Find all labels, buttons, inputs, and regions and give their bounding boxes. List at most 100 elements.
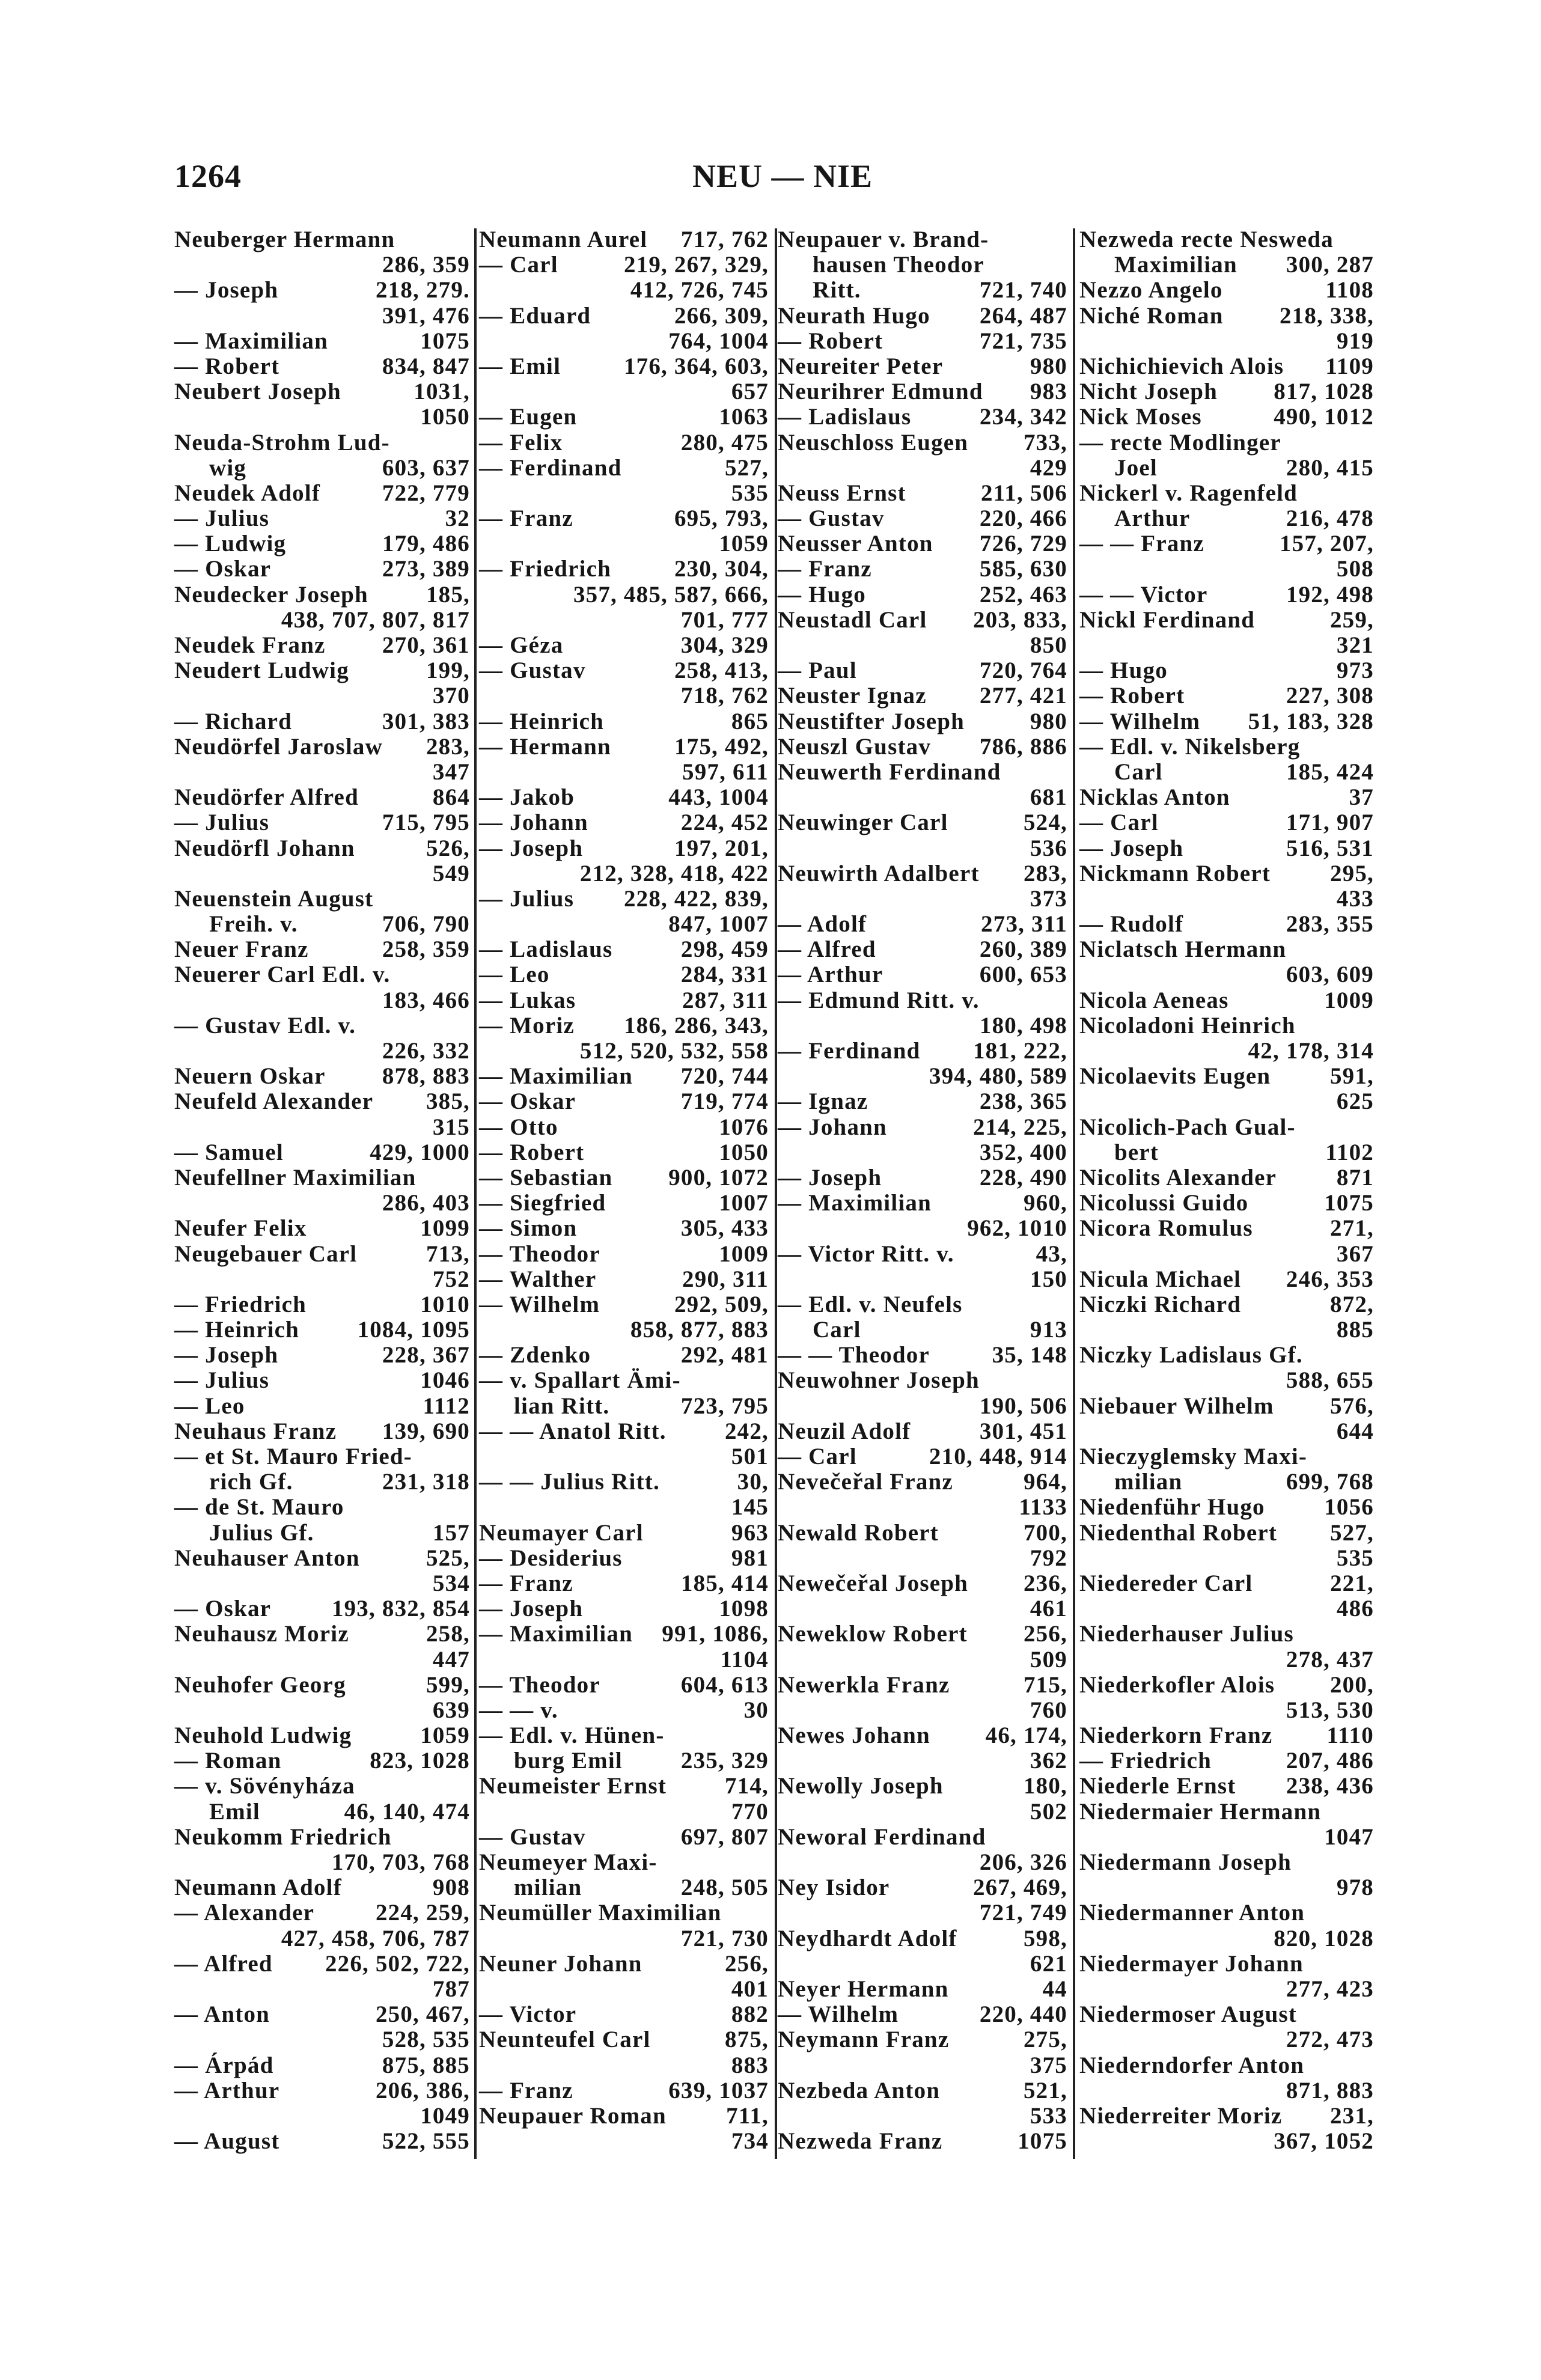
- entry-name: — Joseph: [479, 1596, 584, 1622]
- index-entry-line: 391, 476: [174, 303, 470, 329]
- entry-pages: 292, 481: [680, 1342, 769, 1368]
- entry-name: Neuberger Hermann: [174, 227, 395, 252]
- entry-pages: 699, 768: [1286, 1469, 1374, 1495]
- index-column-3: Neupauer v. Brand-hausen Theodor Ritt. 721…: [778, 227, 1067, 2154]
- entry-name: Carl: [1114, 758, 1163, 785]
- index-entry-line: — Richard 301, 383: [174, 709, 470, 734]
- index-entry-line: — Zdenko 292, 481: [479, 1343, 769, 1368]
- entry-pages: 823, 1028: [370, 1748, 470, 1774]
- index-entry-line: Nicoladoni Heinrich: [1079, 1013, 1374, 1039]
- entry-name: — Paul: [778, 658, 857, 684]
- index-entry-line: Nickl Ferdinand 259,: [1079, 607, 1374, 633]
- entry-name: milian: [1114, 1469, 1183, 1495]
- entry-pages: 280, 415: [1286, 454, 1374, 481]
- index-entry-line: milian 248, 505: [479, 1875, 769, 1900]
- entry-name: Neumüller Maximilian: [479, 1900, 722, 1926]
- index-entry-line: — Hugo 973: [1079, 658, 1374, 683]
- entry-name: Nezweda Franz: [778, 2128, 943, 2155]
- index-entry-line: Nickerl v. Ragenfeld: [1079, 480, 1374, 506]
- entry-name: Neumeister Ernst: [479, 1773, 667, 1799]
- entry-name: — Alexander: [174, 1900, 315, 1926]
- index-entry-line: 549: [174, 861, 470, 886]
- index-entry-line: Newes Johann 46, 174,: [778, 1722, 1067, 1749]
- index-entry-line: Niederreiter Moriz 231,: [1079, 2103, 1374, 2129]
- entry-pages: 521,: [1023, 2077, 1067, 2104]
- entry-pages: 878, 883: [382, 1063, 470, 1090]
- entry-pages: 981: [731, 1545, 769, 1571]
- entry-pages: 715,: [1023, 1671, 1067, 1698]
- index-entry-line: 145: [479, 1495, 769, 1520]
- entry-pages: 1009: [1324, 987, 1374, 1013]
- index-entry-line: — Robert 834, 847: [174, 353, 470, 379]
- index-entry-line: Neureiter Peter 980: [778, 353, 1067, 379]
- entry-pages: 185, 414: [680, 1570, 769, 1596]
- index-entry-line: Niczky Ladislaus Gf.: [1079, 1343, 1374, 1368]
- entry-name: Nicolaevits Eugen: [1079, 1063, 1271, 1090]
- entry-pages: 964,: [1023, 1469, 1067, 1495]
- entry-pages: 576,: [1329, 1393, 1374, 1419]
- entry-name: Newes Johann: [778, 1722, 930, 1749]
- entry-name: Neupauer Roman: [479, 2102, 667, 2129]
- entry-pages: 273, 311: [981, 911, 1067, 938]
- entry-pages: 211, 506: [981, 480, 1067, 506]
- index-entry-line: — v. Sövényháza: [174, 1774, 470, 1799]
- entry-pages: 697, 807: [680, 1823, 769, 1850]
- entry-name: Neuhofer Georg: [174, 1671, 346, 1698]
- index-entry-line: — Carl 219, 267, 329,: [479, 252, 769, 278]
- entry-pages: 228, 490: [979, 1164, 1067, 1191]
- index-entry-line: rich Gf. 231, 318: [174, 1469, 470, 1495]
- index-entry-line: 277, 423: [1079, 1976, 1374, 2002]
- entry-pages: 1059: [719, 531, 769, 557]
- entry-pages: 32: [445, 505, 470, 532]
- entry-name: — Siegfried: [479, 1190, 606, 1216]
- index-entry-line: — Árpád 875, 885: [174, 2052, 470, 2078]
- entry-name: — Edl. v. Hünen-: [479, 1722, 665, 1749]
- index-entry-line: Newald Robert 700,: [778, 1520, 1067, 1546]
- entry-name: Neuern Oskar: [174, 1063, 326, 1090]
- entry-name: Maximilian: [1114, 252, 1237, 278]
- entry-name: Neuda-Strohm Lud-: [174, 429, 390, 456]
- entry-pages: 42, 178, 314: [1248, 1038, 1374, 1064]
- entry-pages: 286, 403: [382, 1190, 470, 1216]
- entry-name: Nicola Aeneas: [1079, 987, 1229, 1013]
- entry-pages: 535: [1336, 1545, 1374, 1571]
- entry-name: — August: [174, 2128, 280, 2155]
- entry-pages: 235, 329: [680, 1748, 769, 1774]
- entry-pages: 1050: [719, 1139, 769, 1165]
- index-entry-line: Nicolich-Pach Gual-: [1079, 1114, 1374, 1140]
- index-entry-line: Neuerer Carl Edl. v.: [174, 962, 470, 987]
- index-entry-line: 447: [174, 1647, 470, 1673]
- index-entry-line: Niederndorfer Anton: [1079, 2052, 1374, 2078]
- entry-pages: 401: [731, 1976, 769, 2002]
- entry-pages: 228, 422, 839,: [623, 885, 769, 912]
- entry-name: bert: [1114, 1139, 1159, 1165]
- index-entry-line: 858, 877, 883: [479, 1317, 769, 1343]
- entry-pages: 644: [1336, 1418, 1374, 1444]
- entry-pages: 719, 774: [680, 1088, 769, 1115]
- entry-name: — Friedrich: [1079, 1748, 1212, 1774]
- index-entry-line: Ney Isidor 267, 469,: [778, 1875, 1067, 1900]
- index-entry-line: — Johann 224, 452: [479, 810, 769, 835]
- index-entry-line: Niedereder Carl 221,: [1079, 1570, 1374, 1596]
- entry-pages: 370: [432, 683, 470, 709]
- entry-pages: 267, 469,: [972, 1875, 1067, 1901]
- entry-pages: 221,: [1329, 1570, 1374, 1596]
- entry-name: Nicklas Anton: [1079, 784, 1230, 811]
- entry-pages: 150: [1030, 1266, 1067, 1292]
- entry-pages: 1059: [420, 1722, 470, 1749]
- index-entry-line: Nicula Michael 246, 353: [1079, 1266, 1374, 1292]
- entry-pages: 266, 309,: [674, 302, 769, 329]
- entry-name: Neuer Franz: [174, 936, 309, 963]
- entry-pages: 461: [1030, 1596, 1067, 1622]
- entry-pages: 817, 1028: [1274, 379, 1374, 405]
- entry-name: — Simon: [479, 1215, 578, 1242]
- entry-name: — Gustav: [479, 658, 586, 684]
- index-entry-line: 721, 749: [778, 1900, 1067, 1926]
- entry-pages: 733,: [1023, 429, 1067, 456]
- index-entry-line: Ritt. 721, 740: [778, 278, 1067, 303]
- entry-name: burg Emil: [514, 1748, 623, 1774]
- entry-name: milian: [514, 1875, 582, 1901]
- entry-pages: 549: [432, 860, 470, 886]
- entry-name: Niczky Ladislaus Gf.: [1079, 1342, 1303, 1368]
- index-entry-line: — Alfred 260, 389: [778, 937, 1067, 962]
